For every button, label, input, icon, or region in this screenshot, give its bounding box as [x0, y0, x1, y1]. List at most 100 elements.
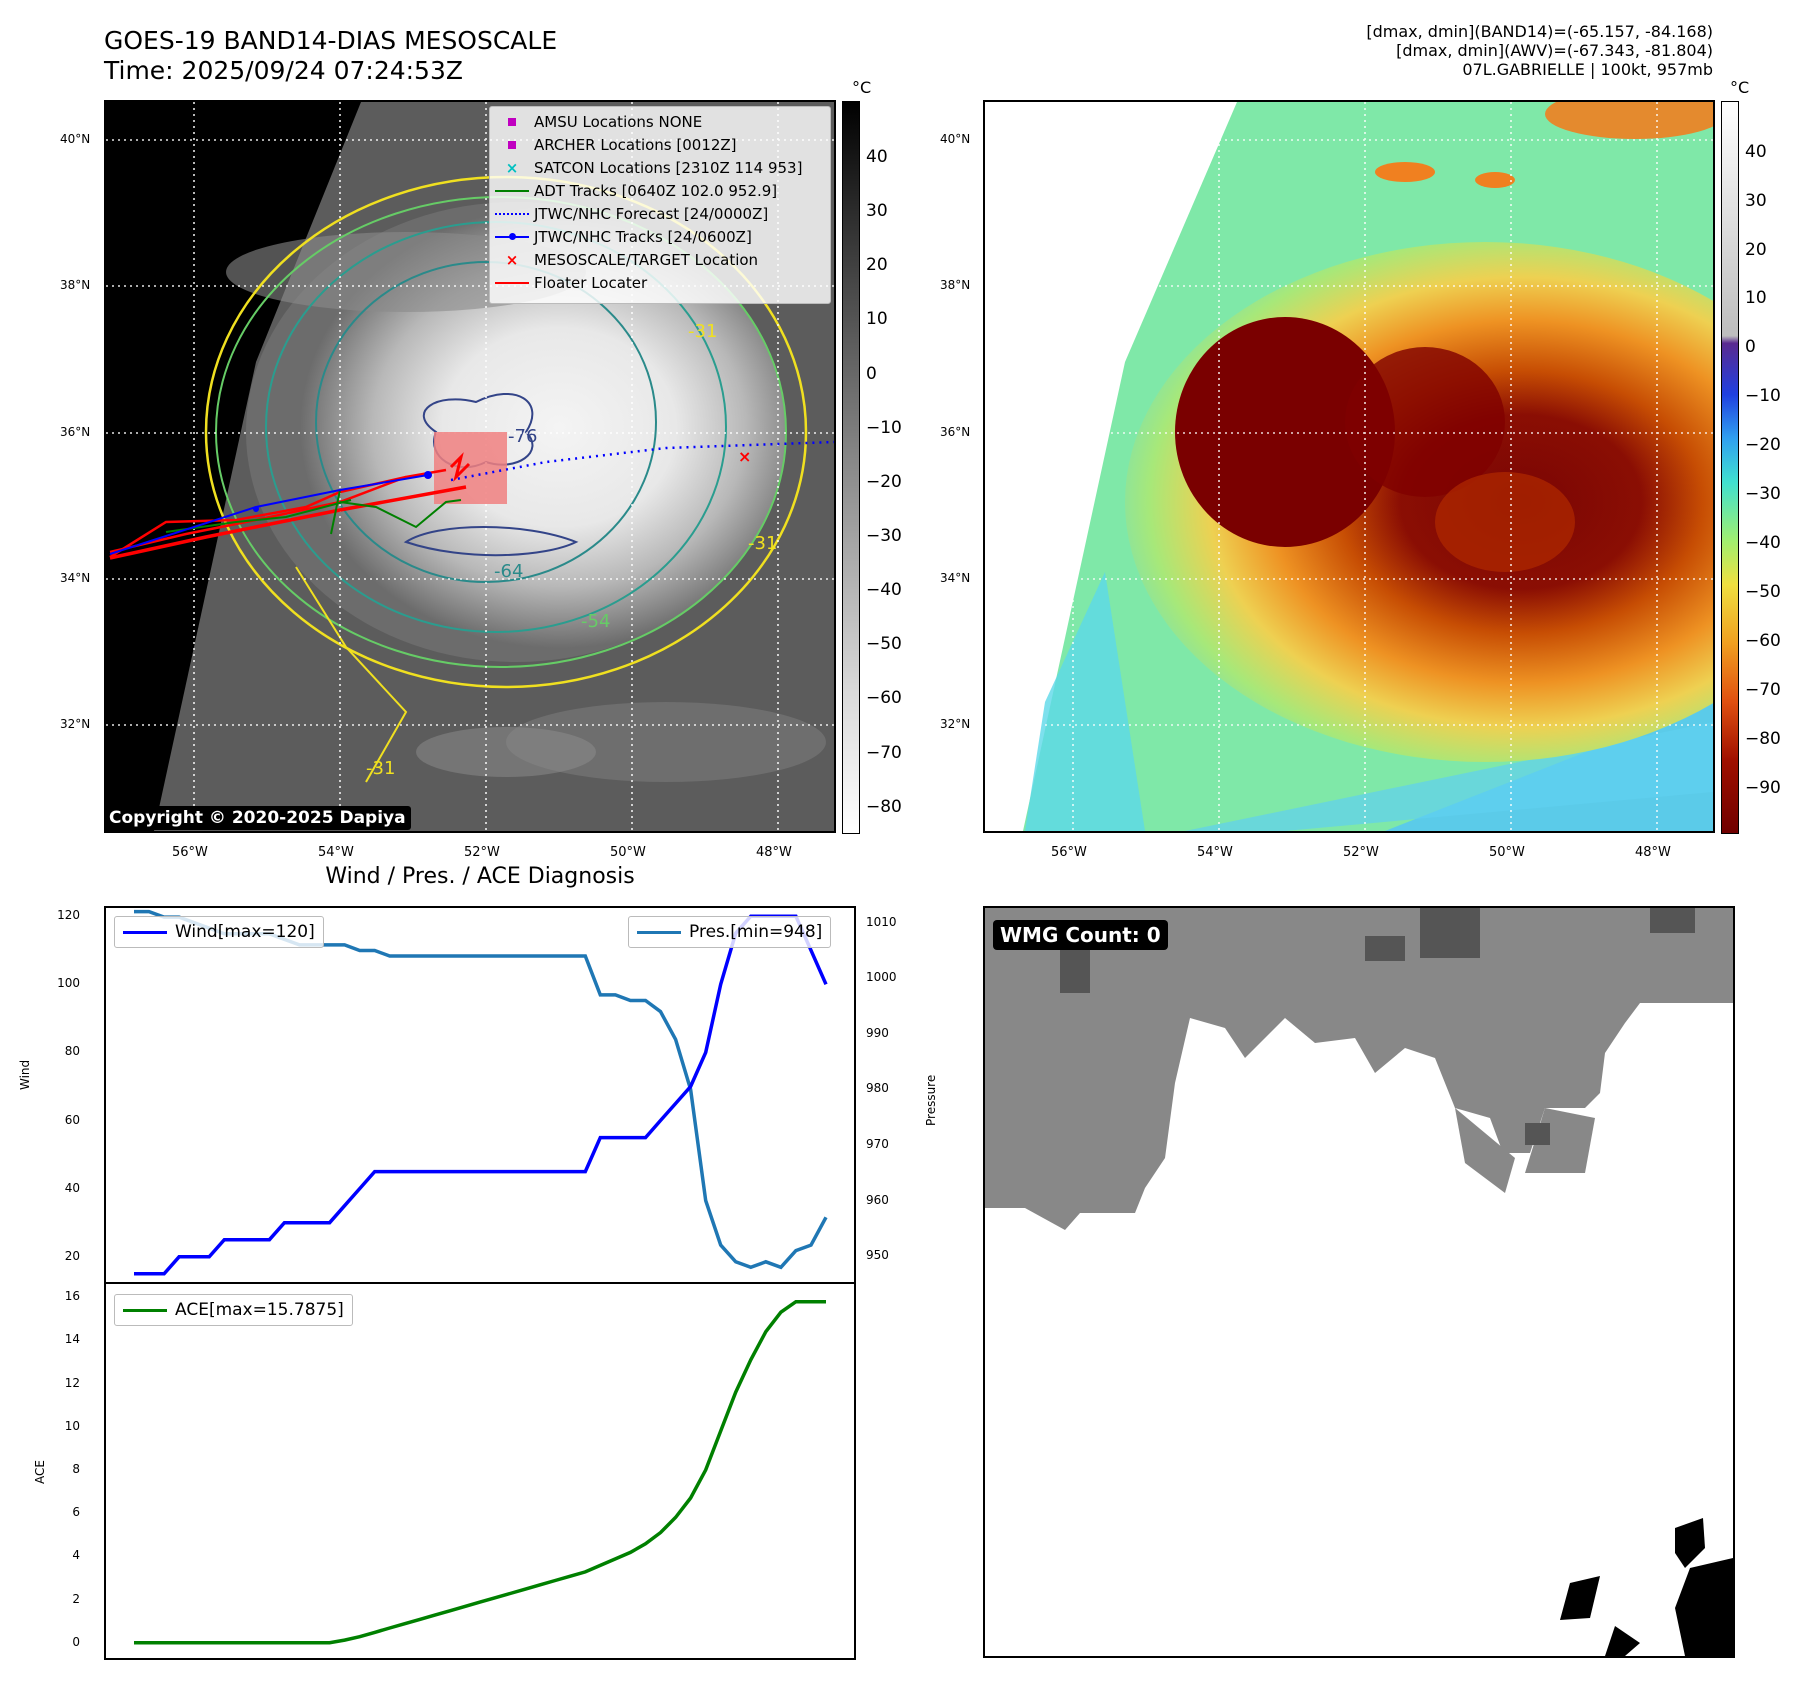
chart-title: GOES-19 BAND14-DIAS MESOSCALE: [104, 26, 558, 55]
pressure-legend: Pres.[min=948]: [628, 916, 832, 948]
colorbar-tick: −20: [866, 472, 902, 492]
tick-label: 960: [866, 1192, 889, 1207]
lat-label: 38°N: [940, 278, 971, 292]
contour-label: -54: [581, 611, 610, 632]
colorbar-tick: −80: [1745, 729, 1781, 749]
lat-label: 36°N: [940, 425, 971, 439]
jtwc-track: [109, 474, 429, 555]
data-range-info: [dmax, dmin](BAND14)=(-65.157, -84.168) …: [1113, 22, 1713, 79]
floater-track: [109, 468, 447, 554]
tick-label: 120: [57, 908, 80, 923]
tick-label: 60: [64, 1112, 80, 1127]
copyright-label: Copyright © 2020-2025 Dapiya: [104, 806, 411, 830]
pressure-axis-label: Pressure: [924, 1074, 938, 1126]
colorbar-tick: −10: [866, 418, 902, 438]
lat-label: 34°N: [60, 571, 91, 585]
tick-label: 1000: [866, 970, 897, 985]
map-legend: AMSU Locations NONE ARCHER Locations [00…: [489, 106, 831, 304]
tick-label: 0: [72, 1634, 80, 1649]
colorbar-tick: −60: [1745, 631, 1781, 651]
colorbar-tick: 40: [1745, 142, 1767, 162]
legend-label: SATCON Locations [2310Z 114 953]: [534, 158, 803, 177]
wmg-count-badge: WMG Count: 0: [993, 920, 1168, 950]
tick-label: 2: [72, 1591, 80, 1606]
jtwc-track-point: [253, 506, 259, 512]
colorbar-tick: −90: [1745, 778, 1781, 798]
legend-target: × MESOSCALE/TARGET Location: [505, 250, 759, 269]
tick-label: 80: [64, 1044, 80, 1059]
storm-info: 07L.GABRIELLE | 100kt, 957mb: [1462, 60, 1713, 79]
legend-label: ARCHER Locations [0012Z]: [534, 135, 737, 154]
colorbar-tick: −60: [866, 688, 902, 708]
tick-label: 10: [64, 1418, 80, 1433]
target-marker: ×: [738, 447, 751, 466]
legend-label: AMSU Locations NONE: [534, 112, 703, 131]
colorbar-tick: 10: [1745, 288, 1767, 308]
legend-tracks: JTWC/NHC Tracks [24/0600Z]: [490, 225, 830, 248]
colorbar-tick: 0: [1745, 337, 1756, 357]
colorbar-tick: −70: [866, 743, 902, 763]
legend-label: MESOSCALE/TARGET Location: [534, 250, 759, 269]
pressure-legend-swatch: [637, 930, 681, 934]
colorbar-tick: 20: [866, 255, 888, 275]
lon-label: 56°W: [1051, 845, 1087, 860]
colorbar-tick: 30: [866, 201, 888, 221]
wmg-image: [985, 908, 1733, 1656]
contour-label: -64: [494, 561, 523, 582]
tick-label: 20: [64, 1248, 80, 1263]
lat-label: 40°N: [940, 132, 971, 146]
legend-forecast: JTWC/NHC Forecast [24/0000Z]: [490, 202, 830, 225]
ace-legend: ACE[max=15.7875]: [114, 1294, 353, 1326]
lat-label: 40°N: [60, 132, 91, 146]
lat-label: 38°N: [60, 278, 91, 292]
colorbar-unit: °C: [1730, 78, 1750, 97]
colorbar-tick: −30: [1745, 484, 1781, 504]
jtwc-forecast: [450, 440, 834, 482]
lat-label: 32°N: [60, 717, 91, 731]
lon-label: 50°W: [610, 845, 646, 860]
colorbar-tick: 30: [1745, 191, 1767, 211]
tick-label: 12: [64, 1375, 80, 1390]
contour-label: -76: [508, 426, 537, 447]
lon-label: 54°W: [318, 845, 354, 860]
awv-map[interactable]: [983, 100, 1715, 833]
lat-label: 32°N: [940, 717, 971, 731]
contour-label: -31: [688, 321, 717, 342]
ace-legend-swatch: [123, 1308, 167, 1312]
colorbar-tick: −30: [866, 526, 902, 546]
tick-label: 6: [72, 1505, 80, 1520]
tick-label: 16: [64, 1289, 80, 1304]
ace-chart[interactable]: [99, 1282, 856, 1660]
wind-axis-label: Wind: [18, 1059, 32, 1090]
legend-label: JTWC/NHC Forecast [24/0000Z]: [534, 204, 769, 223]
tick-label: 14: [64, 1332, 80, 1347]
lon-label: 52°W: [464, 845, 500, 860]
floater-locater: [449, 452, 471, 482]
legend-label: JTWC/NHC Tracks [24/0600Z]: [534, 227, 752, 246]
colorbar-tick: −40: [1745, 533, 1781, 553]
adt-track: [339, 499, 462, 529]
wind-series-line: [134, 914, 828, 1276]
wmg-panel[interactable]: [983, 906, 1735, 1658]
colorbar-unit: °C: [852, 78, 872, 97]
colorbar-tick: −50: [1745, 582, 1781, 602]
contour-label: -31: [748, 533, 777, 554]
contour-labels: -76 -64 -54 -31 -31 -31: [366, 321, 777, 779]
awv-range: [dmax, dmin](AWV)=(-67.343, -81.804): [1396, 41, 1713, 60]
colorbar-tick: −50: [866, 634, 902, 654]
lon-label: 52°W: [1343, 845, 1379, 860]
legend-floater: Floater Locater: [490, 271, 830, 294]
ace-legend-label: ACE[max=15.7875]: [175, 1300, 344, 1320]
lon-label: 56°W: [172, 845, 208, 860]
contour-label: -31: [366, 758, 395, 779]
lon-label: 54°W: [1197, 845, 1233, 860]
chart-time: Time: 2025/09/24 07:24:53Z: [104, 56, 463, 85]
legend-label: Floater Locater: [534, 273, 648, 292]
ace-series-line: [134, 1299, 826, 1645]
colorbar-tick: −20: [1745, 435, 1781, 455]
lon-label: 48°W: [756, 845, 792, 860]
wind-pressure-chart[interactable]: [99, 906, 861, 1284]
tick-label: 980: [866, 1081, 889, 1096]
colorbar-tick: 40: [866, 147, 888, 167]
wind-legend: Wind[max=120]: [114, 916, 324, 948]
